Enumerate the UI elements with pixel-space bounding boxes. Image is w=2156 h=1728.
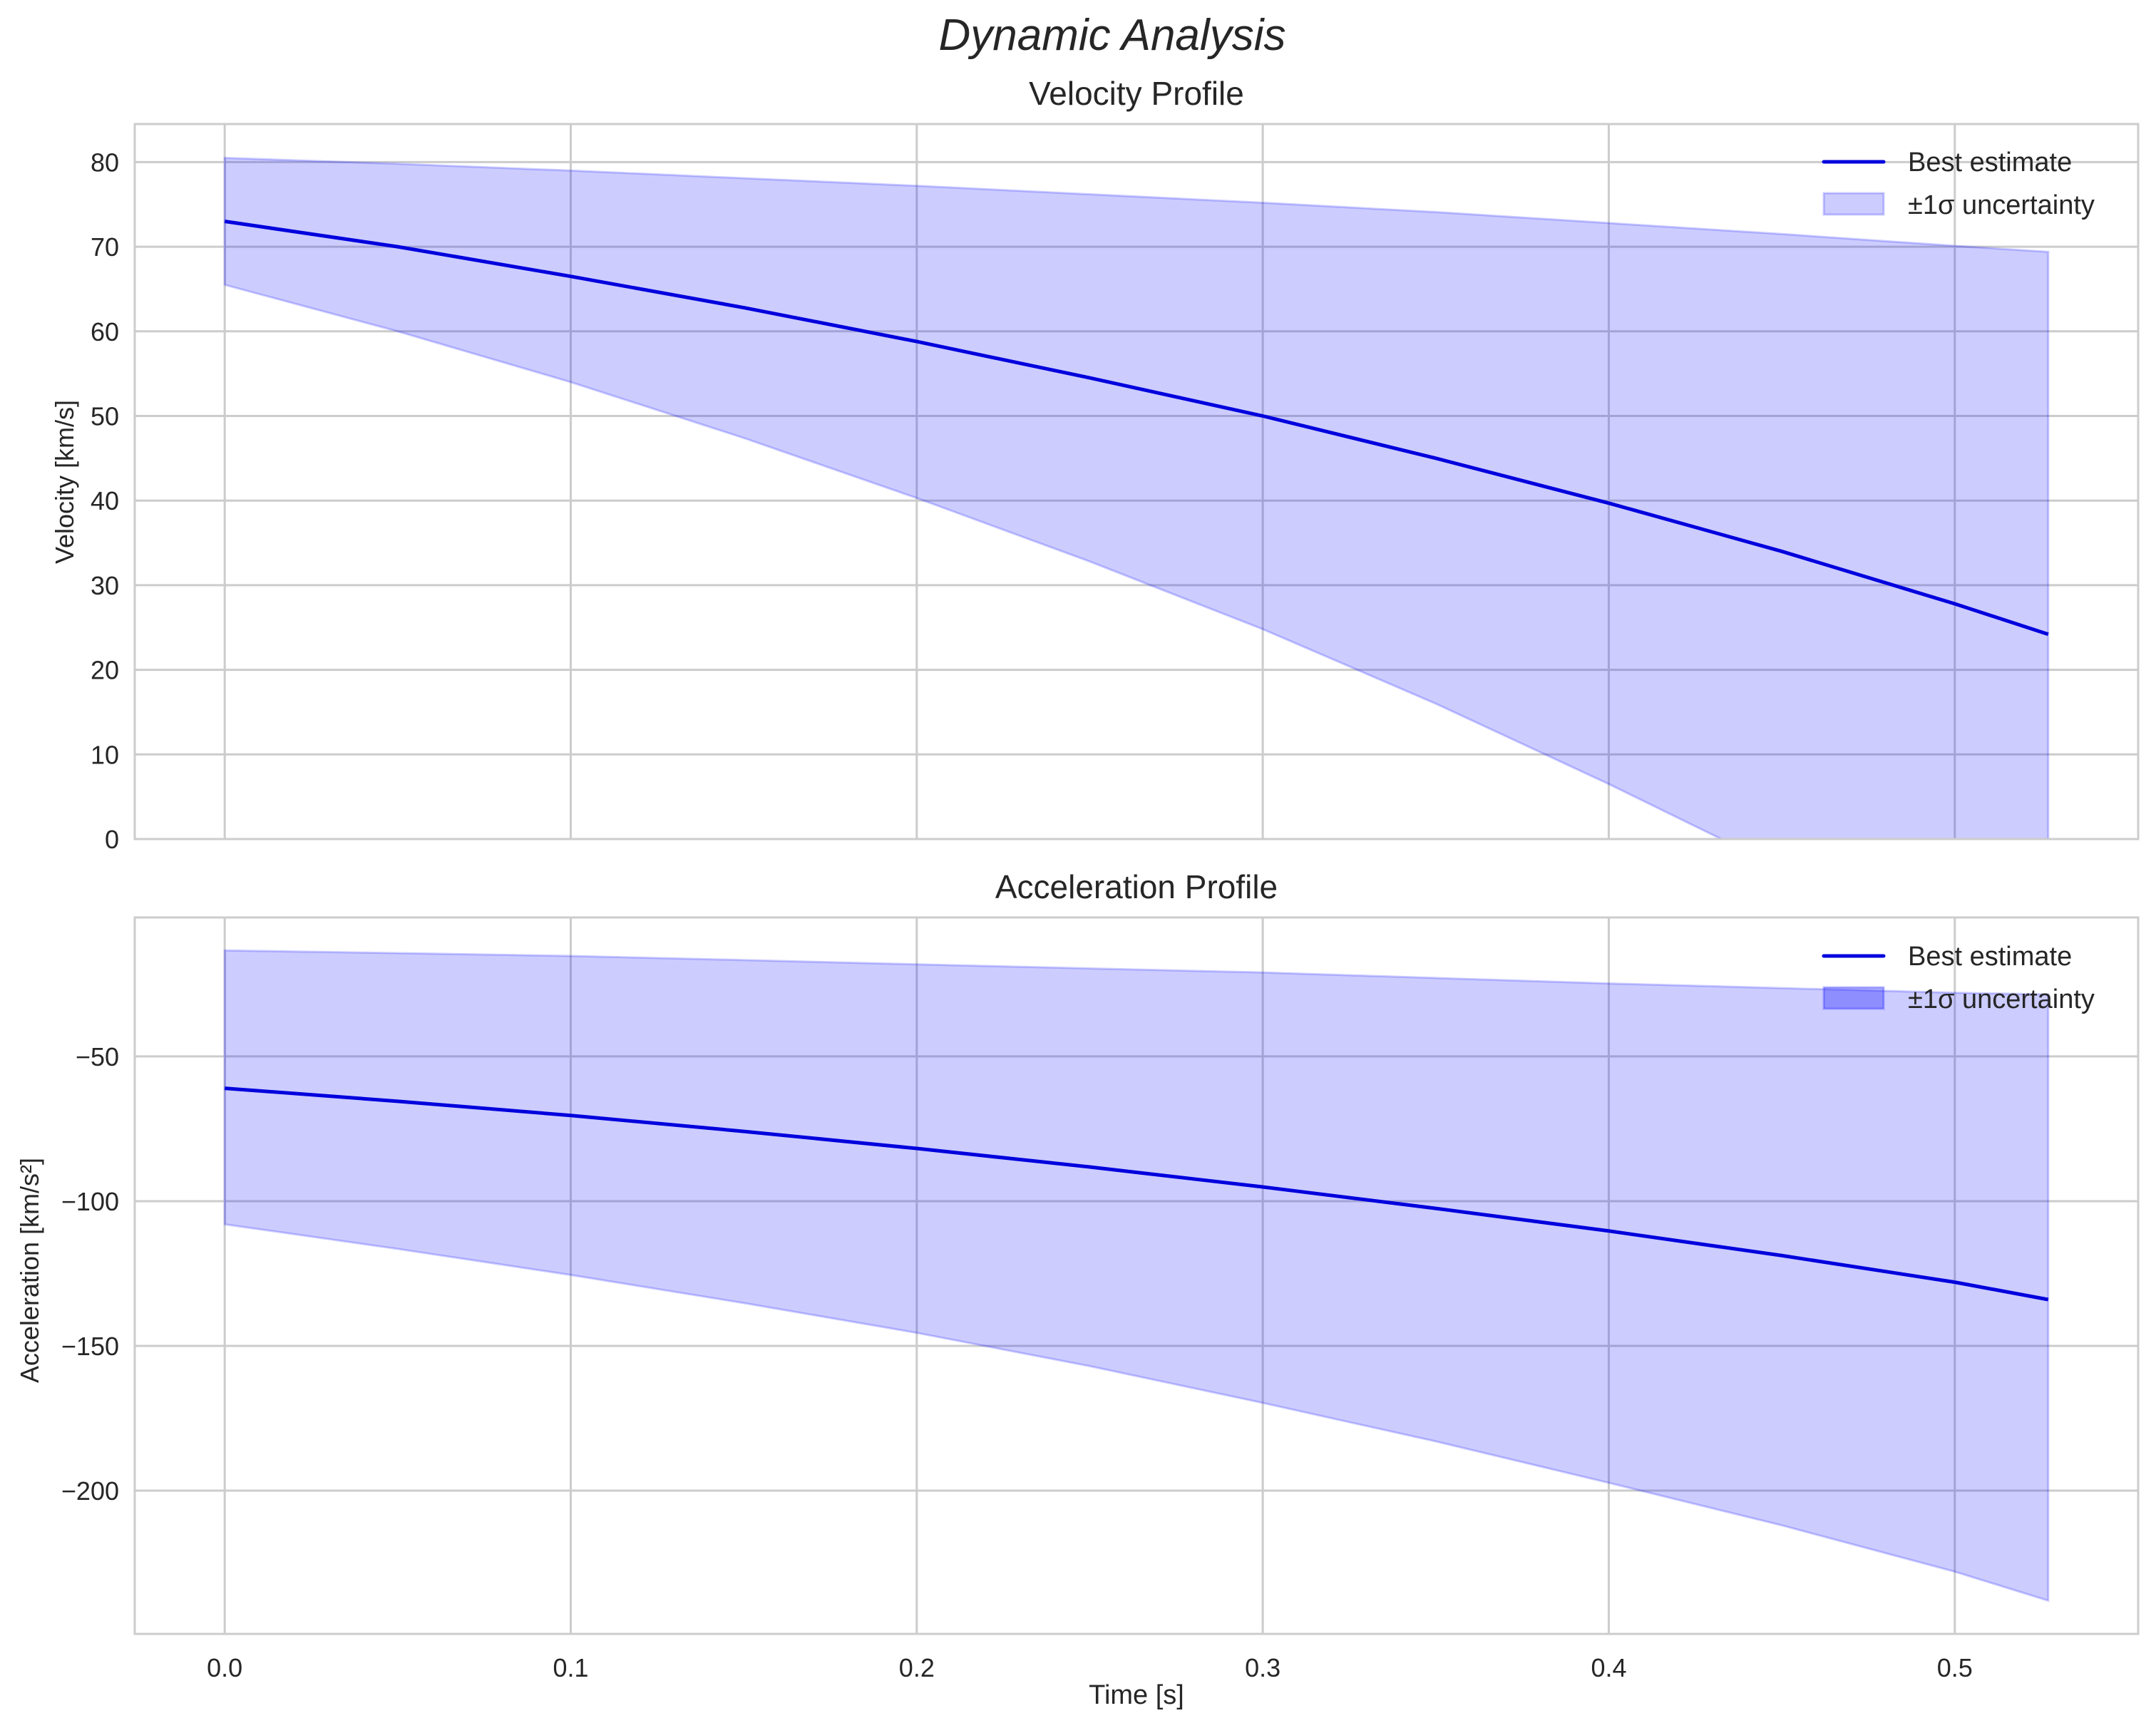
acceleration-legend: Best estimate ±1σ uncertainty	[1822, 942, 2095, 1014]
legend-band-swatch	[1822, 986, 1885, 1010]
legend-label-uncertainty: ±1σ uncertainty	[1908, 984, 2095, 1014]
legend-label-uncertainty: ±1σ uncertainty	[1908, 190, 2095, 220]
x-axis-label: Time [s]	[1089, 1680, 1184, 1710]
acceleration-y-label: Acceleration [km/s²]	[15, 1158, 44, 1383]
x-tick-label: 0.0	[207, 1653, 242, 1682]
velocity-y-label: Velocity [km/s]	[50, 400, 79, 564]
legend-band-swatch	[1822, 192, 1885, 216]
x-tick-label: 0.3	[1245, 1653, 1280, 1682]
y-tick-label: 60	[91, 317, 119, 346]
x-tick-label: 0.1	[553, 1653, 588, 1682]
acceleration-axes-frame	[133, 916, 2140, 1635]
velocity-y-ticks: 0 10 20 30 40 50 60 70 80	[91, 148, 119, 854]
velocity-plot-area	[223, 156, 2050, 839]
y-tick-label: −150	[61, 1332, 119, 1361]
y-tick-label: 70	[91, 232, 119, 262]
y-tick-label: −50	[76, 1042, 119, 1071]
velocity-axes-frame	[133, 123, 2140, 840]
figure-suptitle: Dynamic Analysis	[939, 11, 1286, 60]
y-tick-label: 40	[91, 486, 119, 515]
best-estimate-line	[224, 220, 2049, 637]
x-tick-label: 0.5	[1937, 1653, 1973, 1682]
acceleration-y-ticks: −50 −100 −150 −200	[61, 1042, 119, 1506]
velocity-panel: Velocity Profile 0 10 20 30 40 50 60 70 80 Veloc…	[50, 75, 2140, 854]
best-estimate-line	[224, 1086, 2049, 1302]
y-tick-label: 0	[105, 825, 119, 854]
acceleration-panel: Acceleration Profile −50 −100 −150 −200 0.0…	[15, 868, 2140, 1710]
y-tick-label: −100	[61, 1187, 119, 1216]
x-tick-label: 0.2	[899, 1653, 935, 1682]
y-tick-label: 50	[91, 402, 119, 431]
velocity-legend: Best estimate ±1σ uncertainty	[1822, 148, 2095, 220]
acceleration-grid	[135, 917, 2138, 1634]
y-tick-label: 20	[91, 656, 119, 685]
acceleration-title: Acceleration Profile	[995, 868, 1278, 905]
y-tick-label: 10	[91, 740, 119, 769]
x-tick-label: 0.4	[1591, 1653, 1626, 1682]
velocity-title: Velocity Profile	[1029, 75, 1244, 112]
y-tick-label: 30	[91, 571, 119, 600]
legend-label-best-estimate: Best estimate	[1908, 942, 2072, 972]
y-tick-label: 80	[91, 148, 119, 177]
uncertainty-band	[223, 156, 2050, 839]
acceleration-plot-area	[223, 949, 2050, 1603]
legend-label-best-estimate: Best estimate	[1908, 148, 2072, 178]
acceleration-x-ticks: 0.0 0.1 0.2 0.3 0.4 0.5	[207, 1653, 1973, 1682]
y-tick-label: −200	[61, 1476, 119, 1506]
uncertainty-band	[223, 949, 2050, 1603]
